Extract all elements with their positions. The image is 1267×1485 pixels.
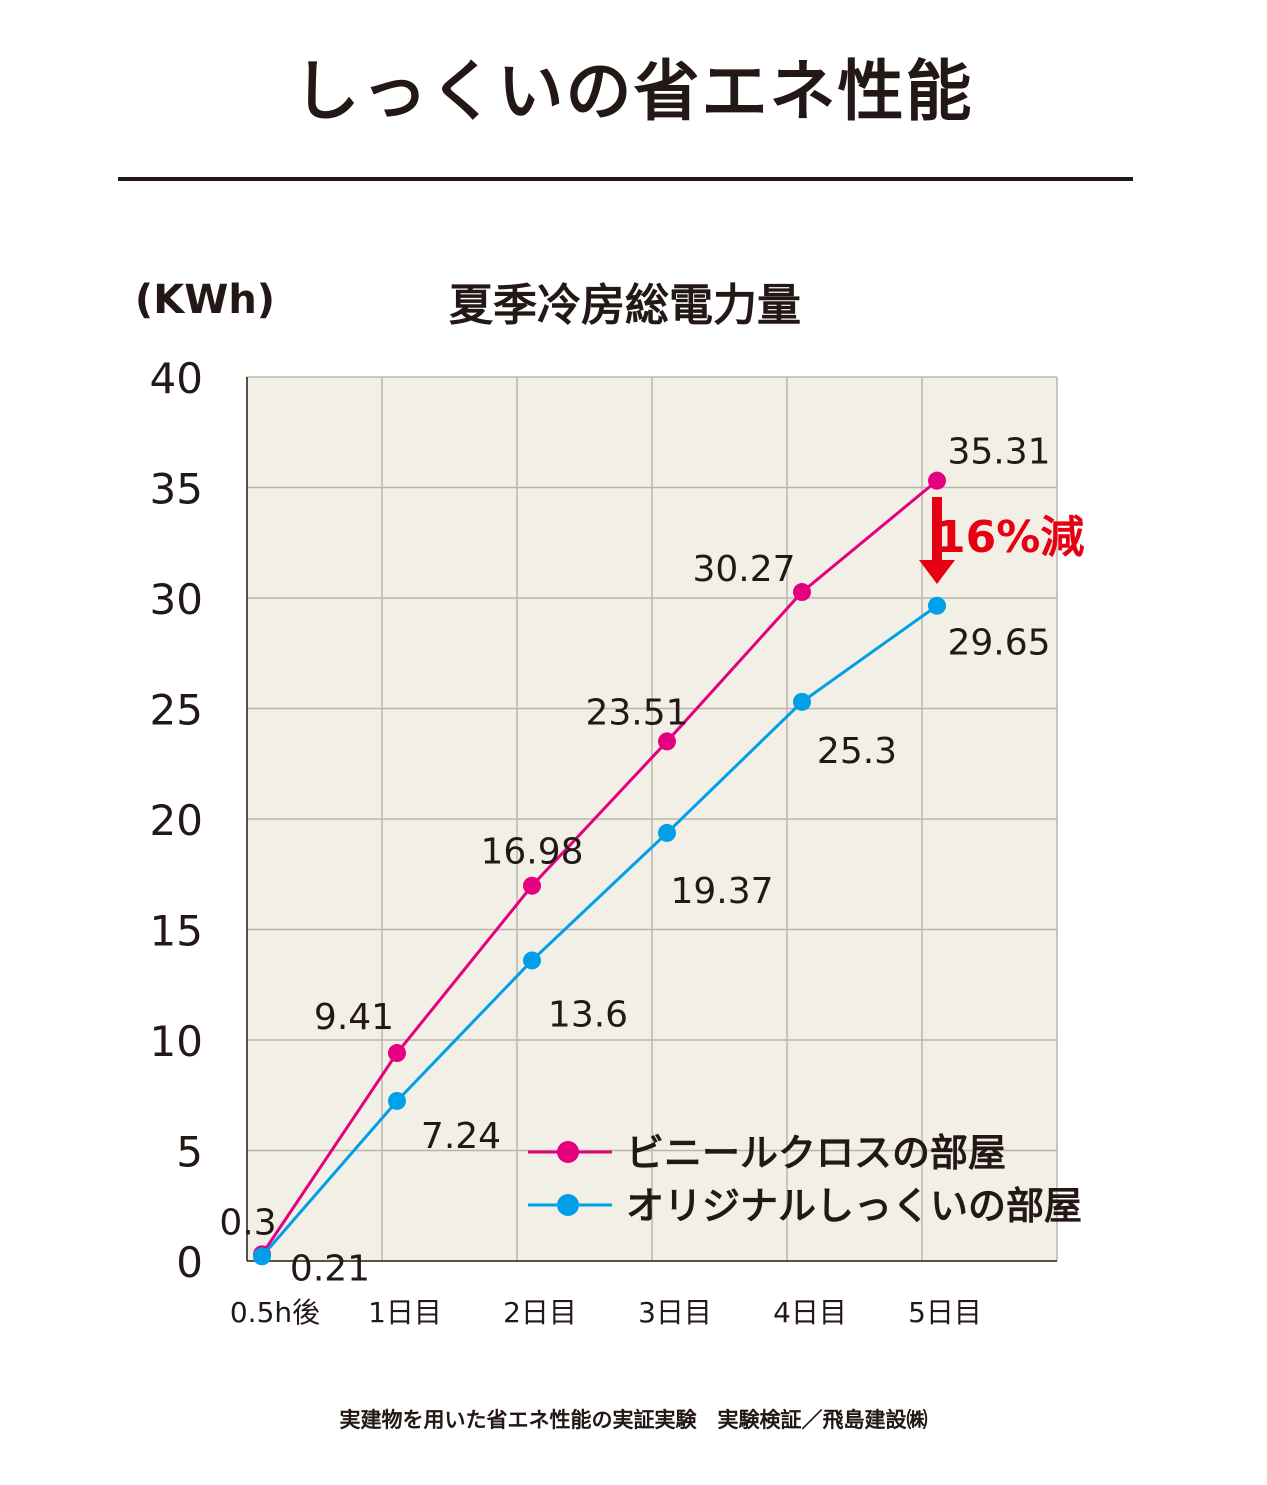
x-tick-label: 2日目 [503,1296,577,1329]
data-label: 0.21 [290,1248,370,1289]
y-tick-label: 25 [150,686,203,735]
reduction-annotation: 16%減 [935,512,1084,563]
data-label: 7.24 [421,1116,501,1157]
data-label: 29.65 [947,623,1050,664]
series-1-point [793,583,811,602]
legend-marker-1 [557,1141,579,1163]
data-label: 0.3 [219,1202,276,1243]
title-divider [118,177,1133,181]
x-tick-label: 3日目 [638,1296,712,1329]
legend-marker-2 [557,1194,579,1216]
data-label: 35.31 [947,432,1050,473]
data-label: 9.41 [314,997,394,1038]
legend-label-1: ビニールクロスの部屋 [626,1131,1006,1175]
x-tick-label: 1日目 [368,1296,442,1329]
series-1-point [928,471,946,490]
y-axis-label: (KWh) [135,277,275,323]
source-footnote: 実建物を用いた省エネ性能の実証実験 実験検証／飛島建設㈱ [339,1408,928,1432]
series-1-point [523,876,541,895]
series-2-point [523,951,541,970]
y-tick-label: 40 [150,354,203,403]
data-label: 23.51 [585,692,688,733]
chart-title: 夏季冷房総電力量 [449,280,801,331]
y-tick-label: 20 [150,796,203,845]
x-tick-label: 4日目 [773,1296,847,1329]
legend-label-2: オリジナルしっくいの部屋 [626,1184,1082,1228]
data-label: 19.37 [670,871,773,912]
y-tick-label: 10 [150,1017,203,1066]
series-1-point [658,732,676,751]
data-label: 25.3 [817,731,897,772]
series-2-point [928,596,946,615]
reduction-arrow-head [919,560,955,584]
y-tick-label: 35 [150,465,203,514]
y-tick-label: 15 [150,907,203,956]
data-label: 16.98 [480,832,583,873]
y-tick-label: 30 [150,575,203,624]
y-tick-label: 5 [176,1128,203,1177]
data-label: 30.27 [692,549,795,590]
x-tick-label: 0.5h後 [230,1296,320,1329]
series-2-point [388,1091,406,1110]
series-2-point [253,1247,271,1266]
series-2-point [793,692,811,711]
reduction-arrow-shaft [932,497,942,563]
series-2-point [658,823,676,842]
data-label: 13.6 [548,994,628,1035]
series-line-2 [260,604,938,1258]
series-line-1 [260,479,938,1256]
x-tick-label: 5日目 [908,1296,982,1329]
series-1-point [388,1044,406,1063]
y-tick-label: 0 [176,1238,203,1287]
page-title: しっくいの省エネ性能 [293,53,974,130]
